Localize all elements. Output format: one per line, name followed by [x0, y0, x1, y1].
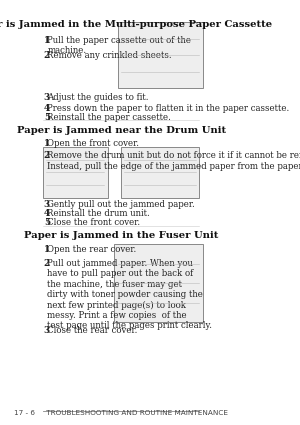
Text: 3: 3: [44, 94, 50, 102]
Text: 1: 1: [44, 245, 50, 254]
Text: 17 - 6     TROUBLESHOOTING AND ROUTINE MAINTENANCE: 17 - 6 TROUBLESHOOTING AND ROUTINE MAINT…: [14, 410, 228, 416]
Text: Close the front cover.: Close the front cover.: [47, 218, 140, 227]
Text: Paper is Jammed in the Multi-purpose Paper Cassette: Paper is Jammed in the Multi-purpose Pap…: [0, 20, 272, 29]
FancyBboxPatch shape: [114, 244, 202, 322]
Text: 4: 4: [44, 209, 50, 218]
FancyBboxPatch shape: [121, 147, 199, 198]
Text: Paper is Jammed near the Drum Unit: Paper is Jammed near the Drum Unit: [16, 126, 226, 135]
FancyBboxPatch shape: [118, 23, 202, 88]
Text: Reinstall the paper cassette.: Reinstall the paper cassette.: [47, 113, 171, 122]
Text: Open the front cover.: Open the front cover.: [47, 139, 139, 148]
Text: 4: 4: [44, 104, 50, 113]
Text: 1: 1: [44, 36, 50, 45]
Text: Reinstall the drum unit.: Reinstall the drum unit.: [47, 209, 150, 218]
Text: 2: 2: [44, 151, 50, 160]
Text: Adjust the guides to fit.: Adjust the guides to fit.: [47, 94, 149, 102]
Text: Remove the drum unit but do not force it if it cannot be removed easily.
Instead: Remove the drum unit but do not force it…: [47, 151, 300, 171]
Text: 5: 5: [44, 113, 50, 122]
Text: 5: 5: [44, 218, 50, 227]
Text: Close the rear cover.: Close the rear cover.: [47, 326, 138, 334]
Text: Remove any crinkled sheets.: Remove any crinkled sheets.: [47, 51, 172, 60]
Text: Paper is Jammed in the Fuser Unit: Paper is Jammed in the Fuser Unit: [24, 232, 218, 241]
Text: 3: 3: [44, 326, 50, 334]
Text: 1: 1: [44, 139, 50, 148]
Text: 3: 3: [44, 200, 50, 209]
Text: 2: 2: [44, 259, 50, 268]
Text: Open the rear cover.: Open the rear cover.: [47, 245, 136, 254]
Text: Press down the paper to flatten it in the paper cassette.: Press down the paper to flatten it in th…: [47, 104, 290, 113]
FancyBboxPatch shape: [43, 147, 107, 198]
Text: Gently pull out the jammed paper.: Gently pull out the jammed paper.: [47, 200, 195, 209]
Text: Pull out jammed paper. When you
have to pull paper out the back of
the machine, : Pull out jammed paper. When you have to …: [47, 259, 212, 331]
Text: 2: 2: [44, 51, 50, 60]
Text: Pull the paper cassette out of the
machine.: Pull the paper cassette out of the machi…: [47, 36, 191, 55]
